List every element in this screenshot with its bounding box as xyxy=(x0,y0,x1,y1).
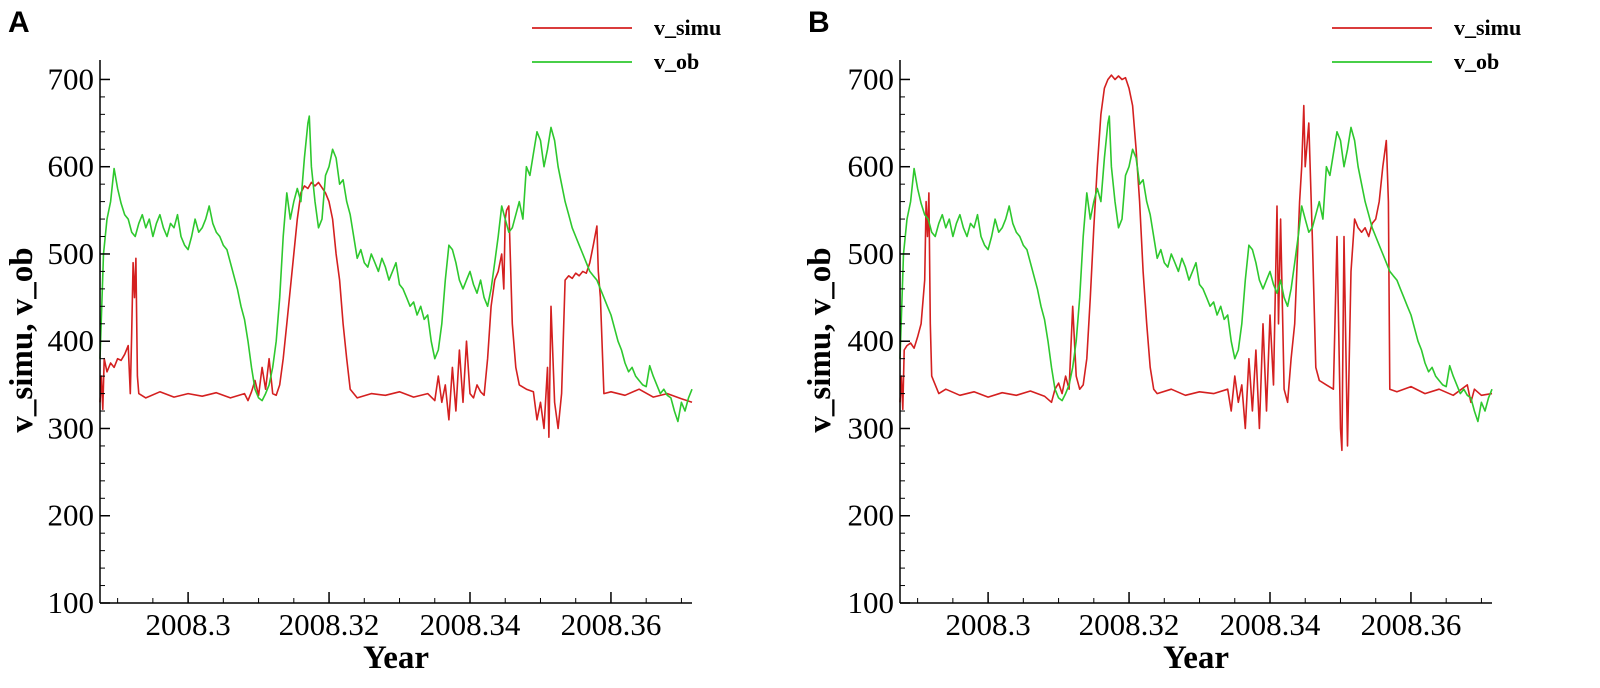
y-tick-label: 500 xyxy=(48,236,95,271)
series-line-v-ob xyxy=(99,115,693,423)
chart-panel-a: A 100 200 300 400 500 600 700 2008.3 2008.32 2008… xyxy=(4,6,721,676)
x-axis-title: Year xyxy=(363,640,429,676)
y-tick-label: 300 xyxy=(848,410,895,445)
x-tick-label: 2008.34 xyxy=(1220,607,1321,642)
legend: v_simu v_ob xyxy=(1332,15,1521,74)
panel-letter-b: B xyxy=(808,6,830,39)
x-tick-label: 2008.3 xyxy=(945,607,1030,642)
chart-panel-b: B 100 200 300 400 500 600 700 2008.3 2008.32 2008… xyxy=(802,6,1521,676)
y-tick-label: 600 xyxy=(48,149,95,184)
y-tick-label: 100 xyxy=(48,585,95,620)
y-tick-label: 300 xyxy=(48,410,95,445)
y-tick-label: 400 xyxy=(48,323,95,358)
legend-label-v-ob: v_ob xyxy=(654,49,699,74)
legend-label-v-simu: v_simu xyxy=(1454,15,1521,40)
x-tick-label: 2008.36 xyxy=(561,607,662,642)
x-tick-label: 2008.34 xyxy=(420,607,521,642)
x-axis-title: Year xyxy=(1163,640,1229,676)
series-line-v-ob xyxy=(899,115,1493,423)
y-tick-label: 600 xyxy=(848,149,895,184)
series-line-v-simu xyxy=(899,74,1493,452)
legend-label-v-ob: v_ob xyxy=(1454,49,1499,74)
y-axis-title: v_simu, v_ob xyxy=(802,247,838,432)
legend: v_simu v_ob xyxy=(532,15,721,74)
y-tick-label: 100 xyxy=(848,585,895,620)
x-tick-label: 2008.32 xyxy=(1079,607,1180,642)
y-tick-label: 200 xyxy=(48,498,95,533)
y-tick-label: 200 xyxy=(848,498,895,533)
y-tick-label: 700 xyxy=(848,61,895,96)
x-tick-label: 2008.36 xyxy=(1361,607,1462,642)
x-tick-label: 2008.3 xyxy=(145,607,230,642)
y-tick-label: 400 xyxy=(848,323,895,358)
y-tick-label: 500 xyxy=(848,236,895,271)
panel-letter-a: A xyxy=(8,6,30,39)
series-line-v-simu xyxy=(99,181,693,438)
legend-label-v-simu: v_simu xyxy=(654,15,721,40)
y-tick-label: 700 xyxy=(48,61,95,96)
x-tick-label: 2008.32 xyxy=(279,607,380,642)
y-axis-title: v_simu, v_ob xyxy=(4,247,40,432)
